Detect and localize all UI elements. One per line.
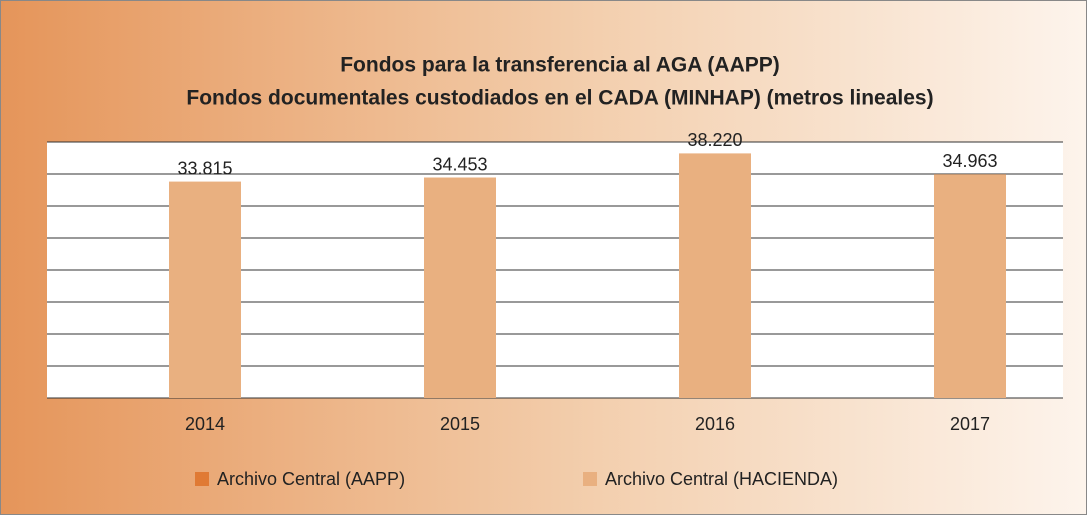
bar xyxy=(934,174,1006,398)
data-label: 33.815 xyxy=(177,158,232,178)
legend-swatch xyxy=(583,472,597,486)
x-tick-label: 2014 xyxy=(185,414,225,434)
chart-subtitle: Fondos documentales custodiados en el CA… xyxy=(186,87,933,110)
data-label: 34.453 xyxy=(432,154,487,174)
legend-label: Archivo Central (HACIENDA) xyxy=(605,469,838,489)
legend-label: Archivo Central (AAPP) xyxy=(217,469,405,489)
data-label: 38.220 xyxy=(687,130,742,150)
data-label: 34.963 xyxy=(942,151,997,171)
x-tick-label: 2017 xyxy=(950,414,990,434)
x-tick-label: 2016 xyxy=(695,414,735,434)
bar xyxy=(169,181,241,398)
chart-title: Fondos para la transferencia al AGA (AAP… xyxy=(340,54,780,77)
bar xyxy=(424,177,496,398)
bar xyxy=(679,153,751,398)
x-tick-label: 2015 xyxy=(440,414,480,434)
legend-swatch xyxy=(195,472,209,486)
